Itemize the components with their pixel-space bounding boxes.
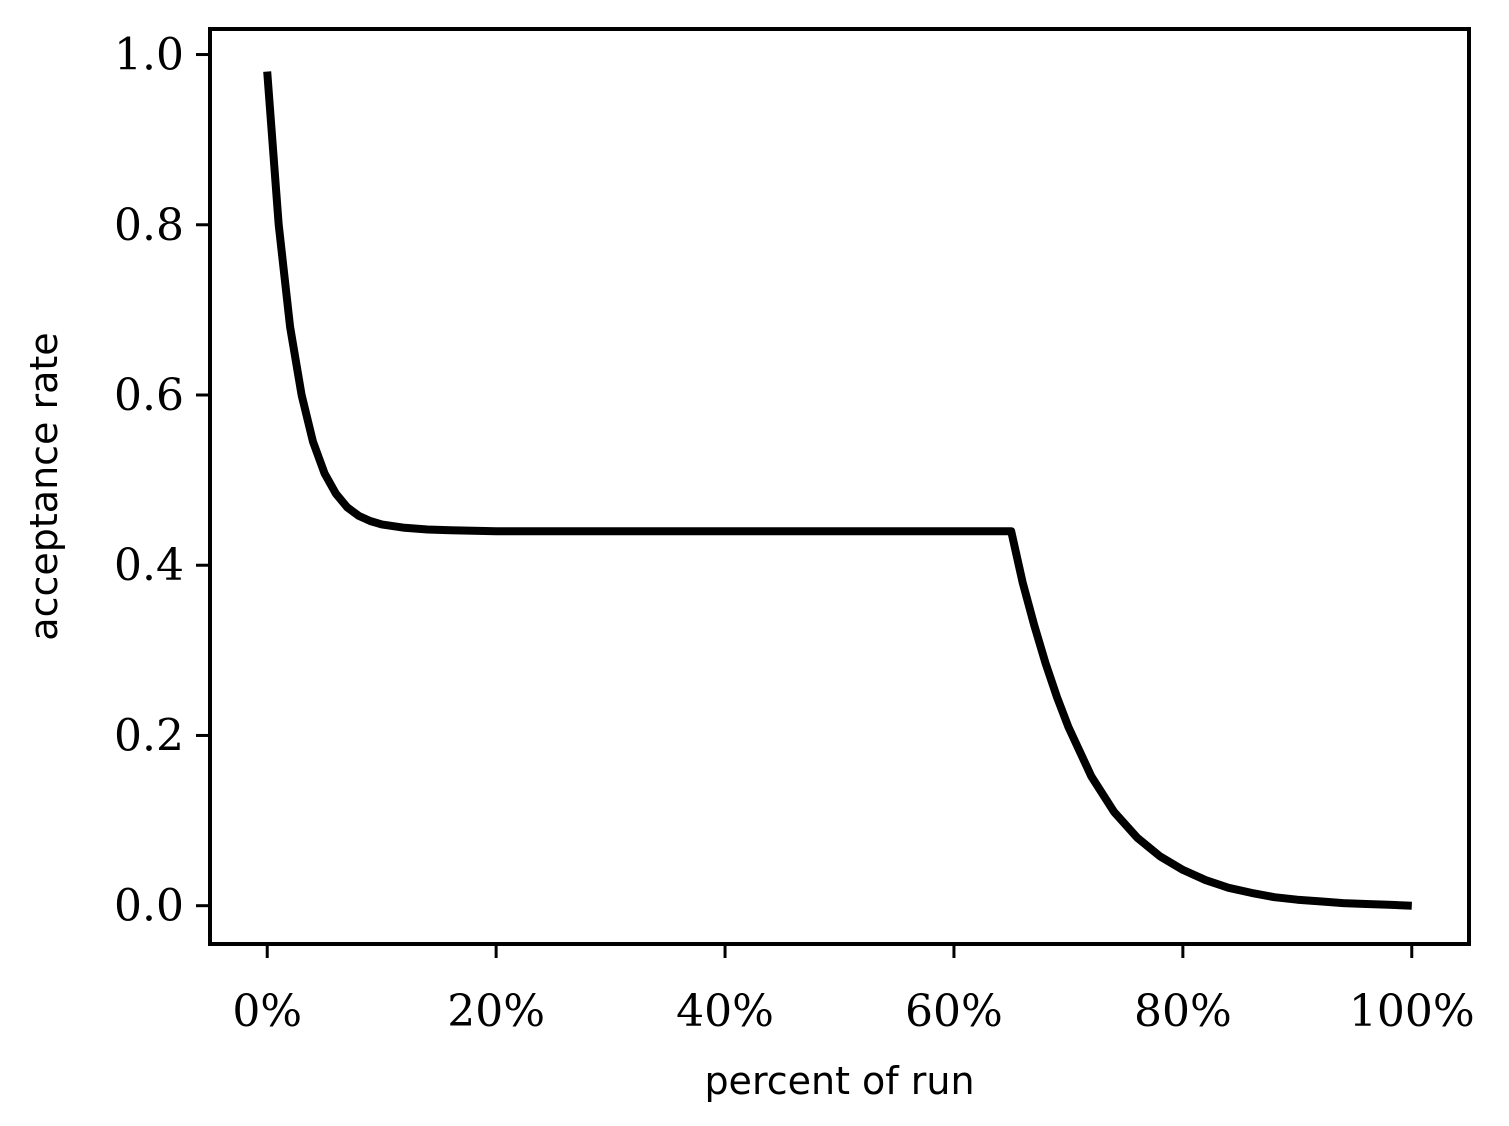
x-tick-label: 0% [232,986,302,1037]
x-tick-label: 20% [447,986,545,1037]
x-tick-label: 100% [1349,986,1475,1037]
y-tick-label: 0.2 [114,710,184,761]
y-axis-label: acceptance rate [22,332,66,640]
y-tick-label: 0.8 [114,200,184,251]
x-axis-label: percent of run [704,1059,974,1103]
plot-area-frame [208,27,1471,946]
y-tick-label: 0.0 [114,881,184,932]
x-tick-label: 80% [1134,986,1232,1037]
y-tick-label: 0.6 [114,370,184,421]
acceptance-rate-line [263,71,1412,910]
y-tick-label: 0.4 [114,540,184,591]
x-axis-ticks: 0% 20% 40% 60% 80% 100% [232,944,1475,1037]
x-tick-label: 60% [905,986,1003,1037]
y-axis-ticks: 0.0 0.2 0.4 0.6 0.8 1.0 [114,30,210,932]
y-tick-label: 1.0 [114,30,184,81]
x-tick-label: 40% [676,986,774,1037]
